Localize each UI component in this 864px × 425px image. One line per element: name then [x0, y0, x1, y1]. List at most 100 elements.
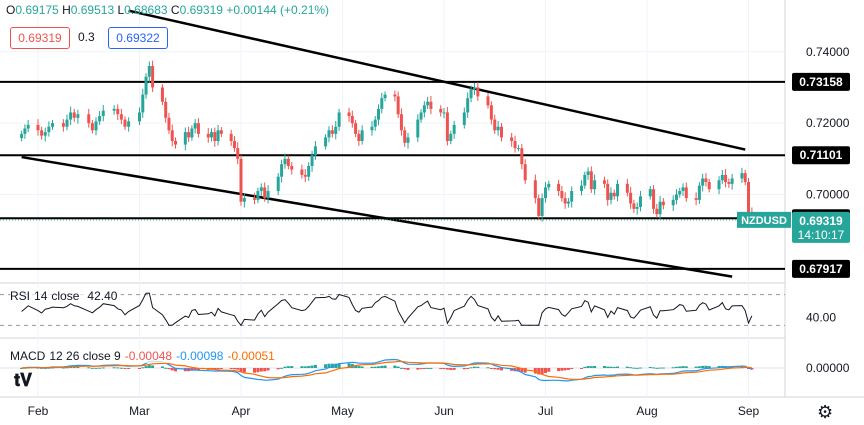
trendline	[128, 9, 746, 151]
candle-body	[533, 180, 537, 199]
candle-body	[449, 133, 453, 141]
candle-body	[116, 108, 120, 115]
candle-body	[167, 117, 171, 131]
price-tick-label: 0.72000	[806, 116, 850, 130]
rsi-axis-label: 40.00	[806, 311, 836, 325]
macd-histogram-bar	[462, 368, 466, 370]
macd-histogram-bar	[697, 366, 701, 368]
candle-body	[119, 114, 123, 120]
candle-body	[307, 165, 311, 177]
macd-histogram-bar	[47, 367, 51, 369]
candle-body	[445, 112, 449, 141]
time-tick-label: May	[331, 404, 354, 418]
macd-legend[interactable]: MACD 12 26 close 9 -0.00048 -0.00098 -0.0005…	[10, 349, 279, 363]
macd-histogram-bar	[43, 367, 47, 369]
candle-body	[661, 201, 665, 206]
macd-histogram-bar	[242, 368, 246, 373]
candle-body	[90, 123, 94, 131]
gear-icon[interactable]: ⚙	[817, 402, 834, 422]
candle-body	[496, 126, 500, 131]
candle-body	[609, 192, 613, 200]
macd-histogram-bar	[747, 368, 750, 369]
rsi-period: 14	[34, 289, 48, 303]
macd-histogram-bar	[466, 368, 470, 369]
candle-body	[655, 208, 659, 215]
candle-body	[61, 123, 65, 127]
rsi-legend[interactable]: RSI 14 close 42.40	[10, 289, 122, 303]
candle-body	[717, 180, 721, 190]
low-value: 0.68683	[124, 3, 168, 17]
macd-histogram-bar	[313, 364, 317, 368]
candle-body	[280, 164, 284, 177]
candle-body	[360, 130, 364, 141]
candle-body	[560, 190, 564, 199]
macd-histogram-bar	[337, 363, 341, 368]
macd-histogram-bar	[219, 368, 223, 369]
candle-body	[486, 96, 490, 106]
horizontal-levels[interactable]	[0, 80, 785, 270]
tradingview-logo-icon[interactable]: 𝐭𝐕	[14, 370, 33, 391]
candle-body	[681, 187, 685, 191]
macd-histogram-bar	[380, 365, 384, 368]
macd-histogram-bar	[393, 365, 397, 368]
time-axis[interactable]: Feb Mar Apr May Jun Jul Aug Sep	[28, 404, 760, 418]
candle-body	[429, 101, 433, 109]
macd-histogram-bar	[290, 366, 294, 368]
macd-histogram-bar	[563, 368, 567, 371]
price-axis[interactable]: 0.74000 0.72000 0.70000	[806, 45, 850, 202]
candle-body	[151, 66, 155, 88]
candle-body	[671, 199, 675, 206]
candle-body	[196, 123, 200, 134]
macd-histogram-bar	[141, 367, 145, 369]
candle-body	[466, 98, 470, 113]
level-tag	[792, 146, 850, 165]
macd-histogram-bar	[704, 365, 708, 368]
macd-histogram-bar	[116, 367, 120, 369]
candle-body	[160, 87, 164, 102]
candle-body	[69, 112, 73, 120]
macd-histogram-bar	[678, 366, 682, 368]
candle-body	[547, 183, 551, 188]
candle-body	[213, 132, 217, 141]
macd-params: 12 26 close 9	[49, 349, 121, 363]
macd-histogram-bar	[671, 367, 675, 369]
candle-body	[602, 180, 606, 184]
macd-histogram-bar	[449, 368, 453, 371]
candle-body	[393, 94, 397, 97]
trendlines[interactable]	[21, 9, 746, 278]
rsi-value: 42.40	[87, 289, 118, 303]
macd-histogram-bar	[655, 367, 659, 369]
candle-body	[210, 132, 214, 138]
candle-body	[112, 108, 116, 111]
macd-histogram-bar	[429, 367, 433, 369]
macd-histogram-bar	[694, 366, 698, 368]
macd-signal-line	[21, 360, 752, 380]
candle-body	[187, 132, 191, 138]
candle-body	[383, 94, 387, 99]
candle-body	[354, 123, 358, 134]
level-tag-label: 0.71101	[800, 148, 843, 162]
candle-body	[259, 187, 263, 191]
macd-histogram-bar	[65, 367, 69, 369]
candle-body	[674, 194, 678, 200]
macd-histogram-bar	[580, 368, 584, 369]
close-label: C	[170, 3, 180, 17]
time-tick-label: Sep	[738, 404, 760, 418]
macd-histogram-bar	[253, 368, 257, 373]
level-tag	[792, 72, 850, 91]
macd-histogram-bar	[648, 366, 652, 368]
candle-body	[442, 112, 446, 114]
macd-histogram-bar	[419, 368, 423, 370]
macd-histogram-bar	[632, 367, 636, 369]
candle-body	[416, 119, 420, 138]
candle-body	[513, 141, 517, 149]
candle-body	[629, 192, 633, 204]
macd-histogram-bar	[489, 368, 493, 369]
buy-price-button[interactable]: 0.69322	[108, 27, 168, 49]
macd-histogram-bar	[123, 368, 127, 369]
sell-price-button[interactable]: 0.69319	[10, 27, 70, 49]
macd-histogram-bar	[520, 368, 524, 372]
macd-histogram-bar	[399, 367, 403, 369]
macd-histogram-bar	[119, 367, 123, 369]
